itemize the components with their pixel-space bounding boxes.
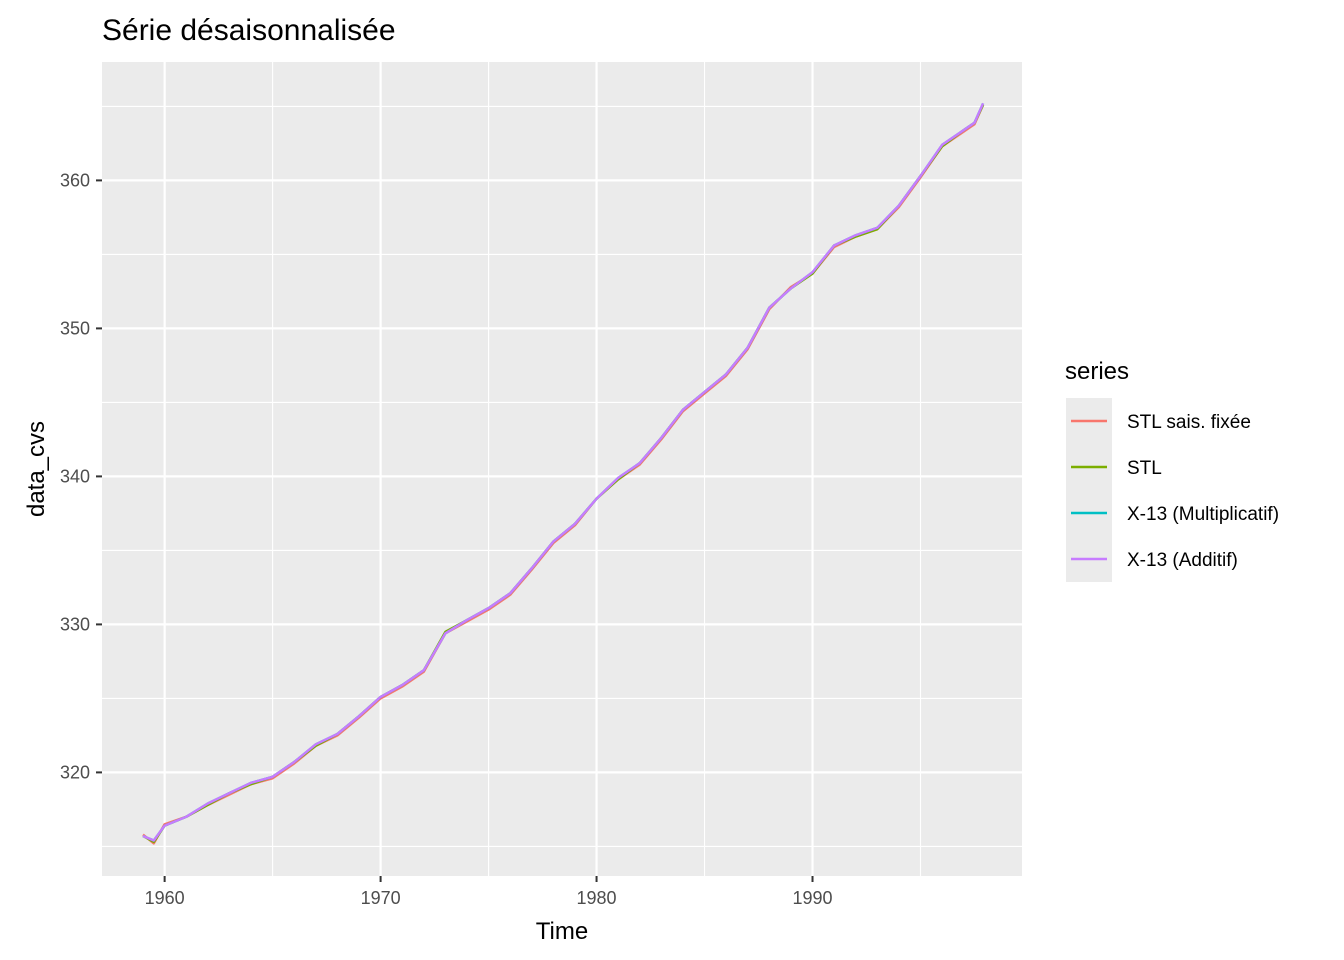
plot-panel	[102, 62, 1022, 876]
chart-title: Série désaisonnalisée	[102, 14, 396, 47]
y-tick-label: 350	[60, 318, 90, 338]
x-tick-label: 1970	[361, 888, 401, 908]
y-tick-label: 340	[60, 466, 90, 486]
legend-label-3: X-13 (Multiplicatif)	[1127, 504, 1279, 525]
y-tick-label: 360	[60, 170, 90, 190]
major-gridlines	[102, 62, 1022, 876]
x-tick-label: 1990	[792, 888, 832, 908]
x-axis-title: Time	[536, 918, 588, 945]
x-tick-label: 1960	[145, 888, 185, 908]
legend: series STL sais. fixée STL X-13 (Multiplic…	[1065, 358, 1279, 582]
legend-label-4: X-13 (Additif)	[1127, 550, 1238, 571]
series-line-4	[142, 102, 985, 842]
tick-labels: 1960 1970 1980 1990 320 330 340 350 360	[60, 170, 833, 908]
legend-keys-background	[1066, 398, 1112, 582]
y-tick-label: 330	[60, 614, 90, 634]
y-tick-label: 320	[60, 762, 90, 782]
y-axis-title: data_cvs	[23, 421, 50, 517]
x-tick-label: 1980	[577, 888, 617, 908]
legend-label-2: STL	[1127, 458, 1162, 479]
minor-gridlines	[102, 62, 1022, 876]
axis-ticks	[96, 179, 814, 882]
legend-title: series	[1065, 358, 1129, 385]
series-lines	[142, 102, 985, 845]
legend-label-1: STL sais. fixée	[1127, 412, 1251, 433]
